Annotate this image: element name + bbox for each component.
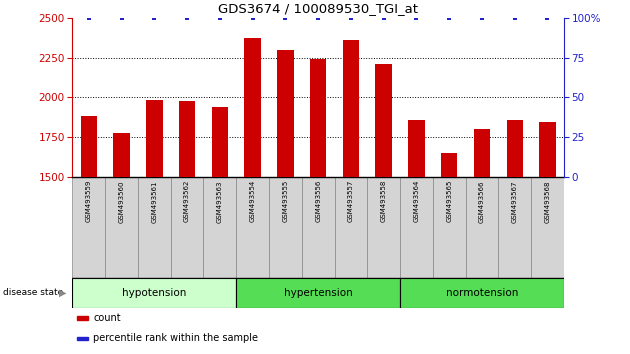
Text: GSM493561: GSM493561 (151, 180, 158, 223)
Bar (171, 177, 203, 278)
Text: percentile rank within the sample: percentile rank within the sample (93, 333, 258, 343)
Text: GSM493558: GSM493558 (381, 180, 387, 222)
Text: GSM493567: GSM493567 (512, 180, 518, 223)
Bar (269, 177, 302, 278)
Text: normotension: normotension (446, 288, 518, 298)
Bar (72, 278, 236, 308)
Text: disease state: disease state (3, 289, 64, 297)
Bar (146, 100, 163, 177)
Bar (466, 177, 498, 278)
Text: GSM493555: GSM493555 (282, 180, 289, 222)
Bar (343, 40, 359, 177)
Bar (400, 278, 564, 308)
Text: GSM493557: GSM493557 (348, 180, 354, 222)
Text: hypotension: hypotension (122, 288, 186, 298)
Text: GSM493560: GSM493560 (118, 180, 125, 223)
Bar (236, 177, 269, 278)
Bar (277, 50, 294, 177)
Bar (433, 177, 466, 278)
Bar (302, 177, 335, 278)
Text: ▶: ▶ (59, 288, 66, 298)
Bar (400, 177, 433, 278)
Text: GSM493559: GSM493559 (86, 180, 92, 222)
Bar (77, 316, 88, 320)
Bar (375, 64, 392, 177)
Text: GSM493554: GSM493554 (249, 180, 256, 222)
Bar (212, 107, 228, 177)
Bar (81, 116, 97, 177)
Bar (77, 337, 88, 340)
Bar (498, 177, 531, 278)
Bar (138, 177, 171, 278)
Bar (335, 177, 367, 278)
Bar (539, 122, 556, 177)
Bar (236, 278, 400, 308)
Bar (408, 120, 425, 177)
Text: hypertension: hypertension (284, 288, 353, 298)
Bar (72, 177, 105, 278)
Text: GSM493566: GSM493566 (479, 180, 485, 223)
Text: GSM493563: GSM493563 (217, 180, 223, 223)
Bar (367, 177, 400, 278)
Title: GDS3674 / 100089530_TGI_at: GDS3674 / 100089530_TGI_at (218, 2, 418, 15)
Text: GSM493565: GSM493565 (446, 180, 452, 222)
Bar (474, 129, 490, 177)
Text: GSM493568: GSM493568 (544, 180, 551, 223)
Bar (310, 59, 326, 177)
Text: GSM493562: GSM493562 (184, 180, 190, 222)
Bar (244, 38, 261, 177)
Bar (203, 177, 236, 278)
Text: count: count (93, 313, 121, 323)
Bar (507, 120, 523, 177)
Bar (105, 177, 138, 278)
Text: GSM493556: GSM493556 (315, 180, 321, 222)
Text: GSM493564: GSM493564 (413, 180, 420, 222)
Bar (531, 177, 564, 278)
Bar (441, 153, 457, 177)
Bar (113, 133, 130, 177)
Bar (179, 101, 195, 177)
